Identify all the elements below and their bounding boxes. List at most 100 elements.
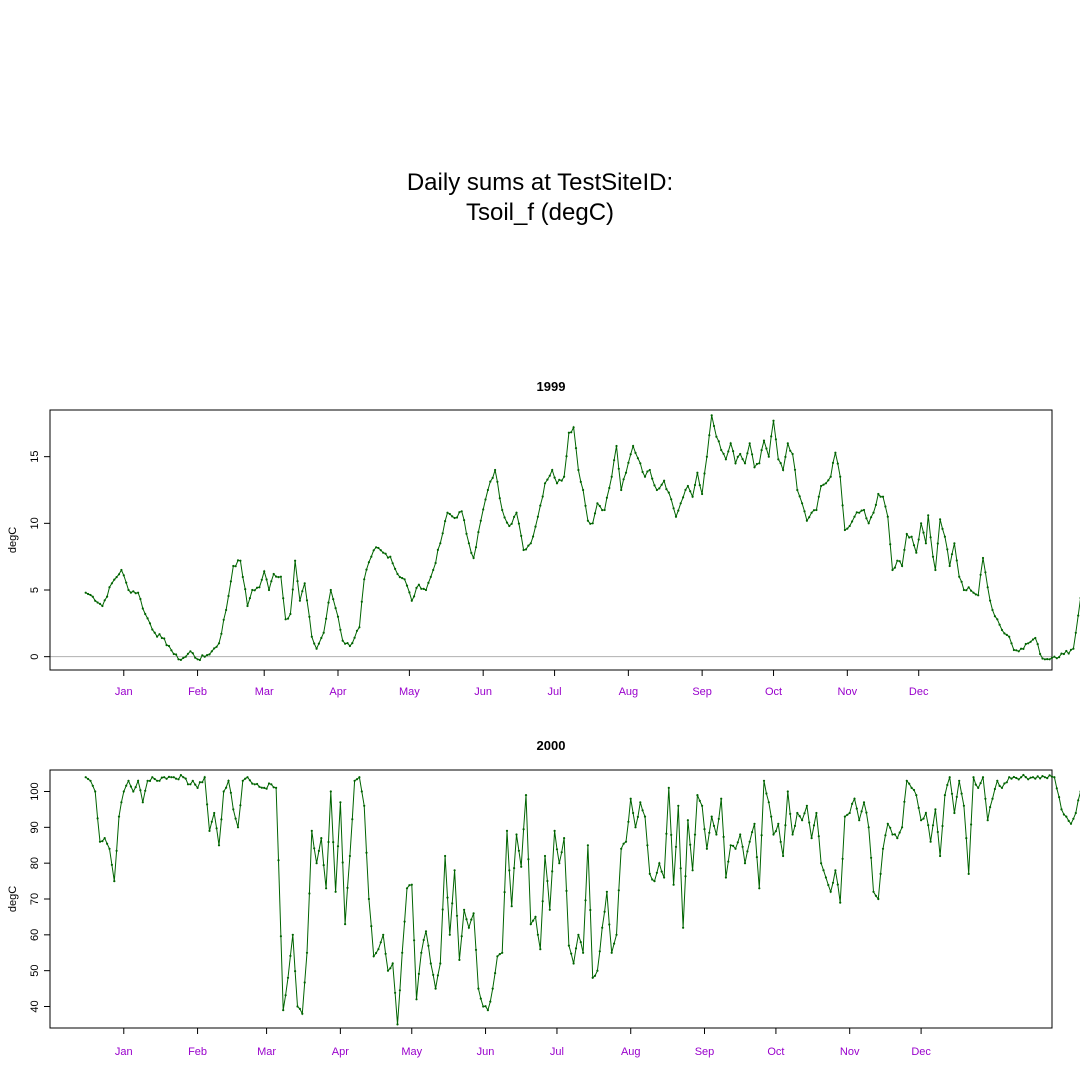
data-point	[1031, 638, 1035, 641]
data-point	[698, 484, 701, 487]
data-point	[375, 546, 378, 549]
data-point	[817, 835, 820, 838]
data-point	[539, 948, 542, 951]
data-point	[444, 854, 447, 858]
data-point	[663, 876, 666, 879]
data-point	[1055, 787, 1058, 790]
data-point	[893, 833, 897, 836]
data-point	[1053, 776, 1056, 779]
data-point	[1048, 774, 1051, 777]
panel-title: 2000	[537, 738, 566, 753]
data-point	[634, 826, 637, 829]
data-point	[336, 845, 340, 848]
data-point	[715, 435, 718, 438]
data-point	[727, 450, 730, 453]
data-point	[977, 786, 980, 790]
data-point	[365, 568, 368, 571]
data-point	[967, 872, 970, 876]
data-point	[405, 584, 409, 587]
data-point	[1058, 656, 1061, 659]
data-point	[377, 948, 380, 951]
data-point	[677, 509, 680, 512]
data-point	[579, 480, 582, 483]
data-point	[213, 811, 216, 815]
data-point	[310, 829, 313, 833]
data-point	[1012, 775, 1016, 779]
data-point	[460, 510, 463, 513]
data-point	[236, 559, 240, 562]
data-point	[870, 856, 873, 859]
data-point	[398, 576, 401, 579]
data-point	[441, 532, 444, 535]
data-point	[110, 582, 113, 585]
data-point	[739, 833, 742, 836]
data-point	[403, 920, 406, 923]
data-point	[696, 794, 699, 797]
data-point	[239, 804, 242, 807]
data-point	[755, 462, 759, 466]
data-point	[184, 777, 187, 780]
data-point	[1024, 642, 1027, 646]
data-point	[563, 475, 566, 478]
data-point	[317, 849, 320, 853]
data-point	[746, 452, 749, 455]
data-point	[267, 588, 271, 592]
data-point	[1017, 650, 1020, 653]
data-point	[527, 858, 530, 861]
data-point	[379, 549, 382, 552]
data-point	[503, 516, 506, 519]
data-point	[634, 451, 637, 454]
data-point	[515, 833, 518, 836]
data-point	[967, 586, 970, 589]
data-point	[955, 559, 958, 562]
data-point	[843, 528, 847, 532]
data-point	[427, 944, 430, 947]
data-point	[486, 488, 489, 492]
data-point	[670, 833, 673, 837]
data-point	[801, 502, 804, 505]
data-point	[931, 824, 935, 827]
data-point	[648, 872, 651, 876]
data-point	[467, 926, 470, 929]
y-tick-label: 70	[29, 893, 41, 905]
data-point	[641, 809, 644, 812]
data-point	[424, 588, 428, 592]
data-point	[758, 887, 761, 890]
data-point	[701, 804, 704, 807]
data-point	[962, 804, 966, 807]
data-point	[486, 1009, 489, 1012]
data-point	[598, 950, 601, 953]
data-point	[403, 578, 406, 581]
data-point	[289, 612, 292, 616]
data-point	[667, 786, 670, 790]
data-point	[370, 925, 373, 928]
data-point	[620, 488, 623, 492]
data-point	[491, 476, 494, 479]
data-point	[1074, 631, 1077, 634]
data-point	[517, 849, 521, 852]
data-point	[513, 867, 516, 870]
data-point	[536, 515, 540, 518]
data-point	[846, 527, 849, 530]
data-point	[158, 633, 161, 636]
data-point	[441, 908, 444, 911]
data-point	[727, 860, 730, 863]
data-point	[691, 495, 694, 498]
data-point	[275, 575, 278, 578]
data-point	[339, 628, 342, 631]
x-tick-label-jun: Jun	[477, 1046, 495, 1058]
data-point	[436, 548, 439, 552]
data-point	[972, 591, 975, 594]
data-point	[1017, 778, 1020, 781]
data-point	[708, 831, 711, 834]
data-point	[91, 595, 94, 598]
data-point	[927, 514, 930, 517]
data-point	[555, 482, 559, 485]
data-point	[698, 799, 701, 803]
data-point	[651, 477, 654, 480]
data-point	[943, 535, 947, 538]
data-point	[827, 883, 830, 887]
data-point	[320, 837, 323, 840]
data-point	[353, 779, 356, 782]
